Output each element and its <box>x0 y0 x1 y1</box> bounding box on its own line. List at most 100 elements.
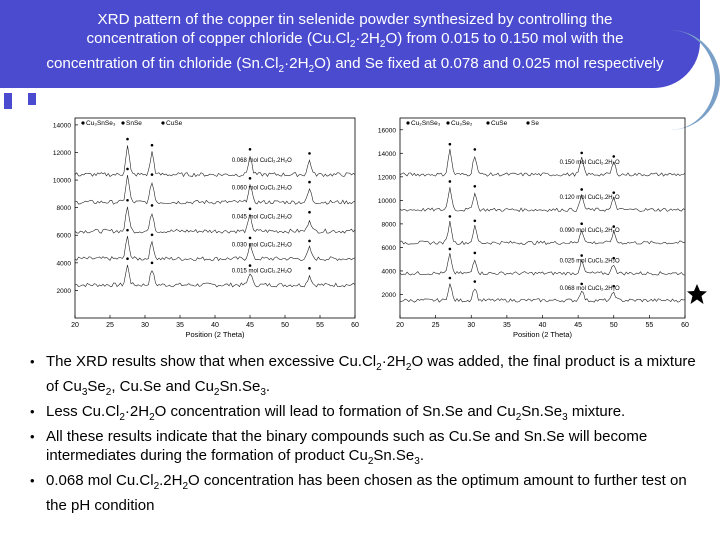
peak-marker <box>308 210 311 214</box>
y-tick-label: 10000 <box>378 198 396 205</box>
peak-marker <box>473 184 477 188</box>
peak-marker <box>150 261 154 265</box>
x-tick-label: 20 <box>71 322 79 329</box>
x-tick-label: 50 <box>610 322 618 329</box>
x-tick-label: 55 <box>645 322 653 329</box>
x-tick-label: 35 <box>503 322 511 329</box>
x-axis-label: Position (2 Theta) <box>513 330 573 339</box>
x-axis-label: Position (2 Theta) <box>185 330 245 339</box>
legend-entry: Cu₃Se₂ <box>451 120 473 127</box>
trace-label: 0.025 mol CuCl₂.2H₂O <box>560 259 620 265</box>
peak-marker <box>150 143 154 147</box>
bullet-item: All these results indicate that the bina… <box>30 427 700 471</box>
peak-marker <box>612 191 616 194</box>
peak-marker <box>248 177 252 180</box>
title-line-3: concentration of tin chloride (Sn.Cl2·2H… <box>46 55 664 76</box>
legend-marker <box>526 121 530 125</box>
bullet-item: Less Cu.Cl2·2H2O concentration will lead… <box>30 402 700 427</box>
y-tick-label: 4000 <box>382 268 397 275</box>
peak-marker <box>126 137 129 141</box>
peak-marker <box>612 225 616 228</box>
x-tick-label: 50 <box>281 322 289 329</box>
y-tick-label: 10000 <box>53 178 71 185</box>
x-tick-label: 60 <box>681 322 689 329</box>
legend-entry: Cu₃SnSe₃ <box>86 120 116 127</box>
xrd-trace <box>74 174 356 205</box>
xrd-trace <box>74 264 356 288</box>
x-tick-label: 30 <box>141 322 149 329</box>
x-tick-label: 60 <box>351 322 359 329</box>
y-tick-label: 2000 <box>382 292 397 299</box>
xrd-panel-2: 20 25 30 35 40 45 50 55 60 2000 4000 6000 8000 10000 1… <box>378 117 689 339</box>
peak-marker <box>150 204 154 207</box>
peak-marker <box>448 247 452 251</box>
xrd-trace <box>399 221 686 246</box>
legend-marker <box>406 121 410 125</box>
y-tick-label: 6000 <box>382 245 397 252</box>
legend-entry: SnSe <box>126 120 142 127</box>
x-tick-label: 25 <box>106 322 114 329</box>
peak-marker <box>126 257 129 260</box>
peak-marker <box>612 256 616 260</box>
peak-marker <box>580 188 583 191</box>
y-tick-label: 2000 <box>57 288 72 295</box>
peak-marker <box>448 215 452 218</box>
peak-marker <box>126 198 129 202</box>
trace-label: 0.060 mol CuCl₂.2H₂O <box>232 186 292 192</box>
trace-label: 0.015 mol CuCl₂.2H₂O <box>232 268 292 274</box>
xrd-figure: 20 25 30 35 40 45 50 55 60 2000 4000 6000 8000 10000 1… <box>53 117 689 339</box>
peak-marker <box>448 180 452 183</box>
y-tick-label: 16000 <box>378 127 396 134</box>
legend-entry: CuSe <box>166 120 183 127</box>
xrd-trace <box>399 187 686 212</box>
bullet-item: The XRD results show that when excessive… <box>30 352 700 402</box>
y-tick-label: 4000 <box>57 260 72 267</box>
xrd-trace <box>400 283 686 303</box>
peak-marker <box>248 236 252 240</box>
title-line-1: XRD pattern of the copper tin selenide p… <box>97 11 613 28</box>
legend-entry: Cu₂SnSe₃ <box>411 120 441 127</box>
x-tick-label: 30 <box>467 322 475 329</box>
title-line-2: concentration of copper chloride (Cu.Cl2… <box>86 30 624 51</box>
decorative-bar <box>4 93 12 109</box>
decorative-arc <box>640 30 720 130</box>
x-tick-label: 40 <box>211 322 219 329</box>
x-tick-label: 55 <box>316 322 324 329</box>
slide-title: XRD pattern of the copper tin selenide p… <box>0 10 710 79</box>
trace-label: 0.068 mol CuCl₂.2H₂O <box>560 286 620 292</box>
legend-marker <box>446 121 450 125</box>
bullet-list: The XRD results show that when excessive… <box>30 352 700 515</box>
peak-marker <box>448 276 452 280</box>
peak-marker <box>248 207 252 211</box>
trace-label: 0.150 mol CuCl₂.2H₂O <box>560 160 620 166</box>
trace-label: 0.090 mol CuCl₂.2H₂O <box>560 228 620 234</box>
peak-marker <box>448 142 452 146</box>
peak-marker <box>612 155 616 158</box>
legend-entry: Se <box>531 120 539 127</box>
y-tick-label: 8000 <box>382 221 397 228</box>
star-icon <box>687 284 707 304</box>
peak-marker <box>248 264 252 267</box>
peak-marker <box>308 180 311 184</box>
trace-label: 0.120 mol CuCl₂.2H₂O <box>560 195 620 201</box>
peak-marker <box>473 280 477 283</box>
peak-marker <box>308 239 311 243</box>
peak-marker <box>150 233 154 237</box>
decorative-bar <box>28 93 36 105</box>
xrd-trace <box>74 236 356 262</box>
x-tick-label: 45 <box>246 322 254 329</box>
x-tick-label: 40 <box>539 322 547 329</box>
peak-marker <box>473 251 477 255</box>
peak-marker <box>473 148 477 151</box>
peak-marker <box>126 167 129 171</box>
x-tick-label: 35 <box>176 322 184 329</box>
y-tick-label: 12000 <box>378 174 396 181</box>
y-tick-label: 6000 <box>57 233 72 240</box>
trace-label: 0.068 mol CuCl₂.2H₂O <box>232 158 292 164</box>
xrd-panel-1: 20 25 30 35 40 45 50 55 60 2000 4000 6000 8000 10000 1… <box>53 117 359 339</box>
peak-marker <box>612 284 616 288</box>
y-tick-label: 14000 <box>378 151 396 158</box>
trace-label: 0.045 mol CuCl₂.2H₂O <box>232 215 292 221</box>
peak-marker <box>308 152 311 155</box>
legend-marker <box>161 121 165 125</box>
